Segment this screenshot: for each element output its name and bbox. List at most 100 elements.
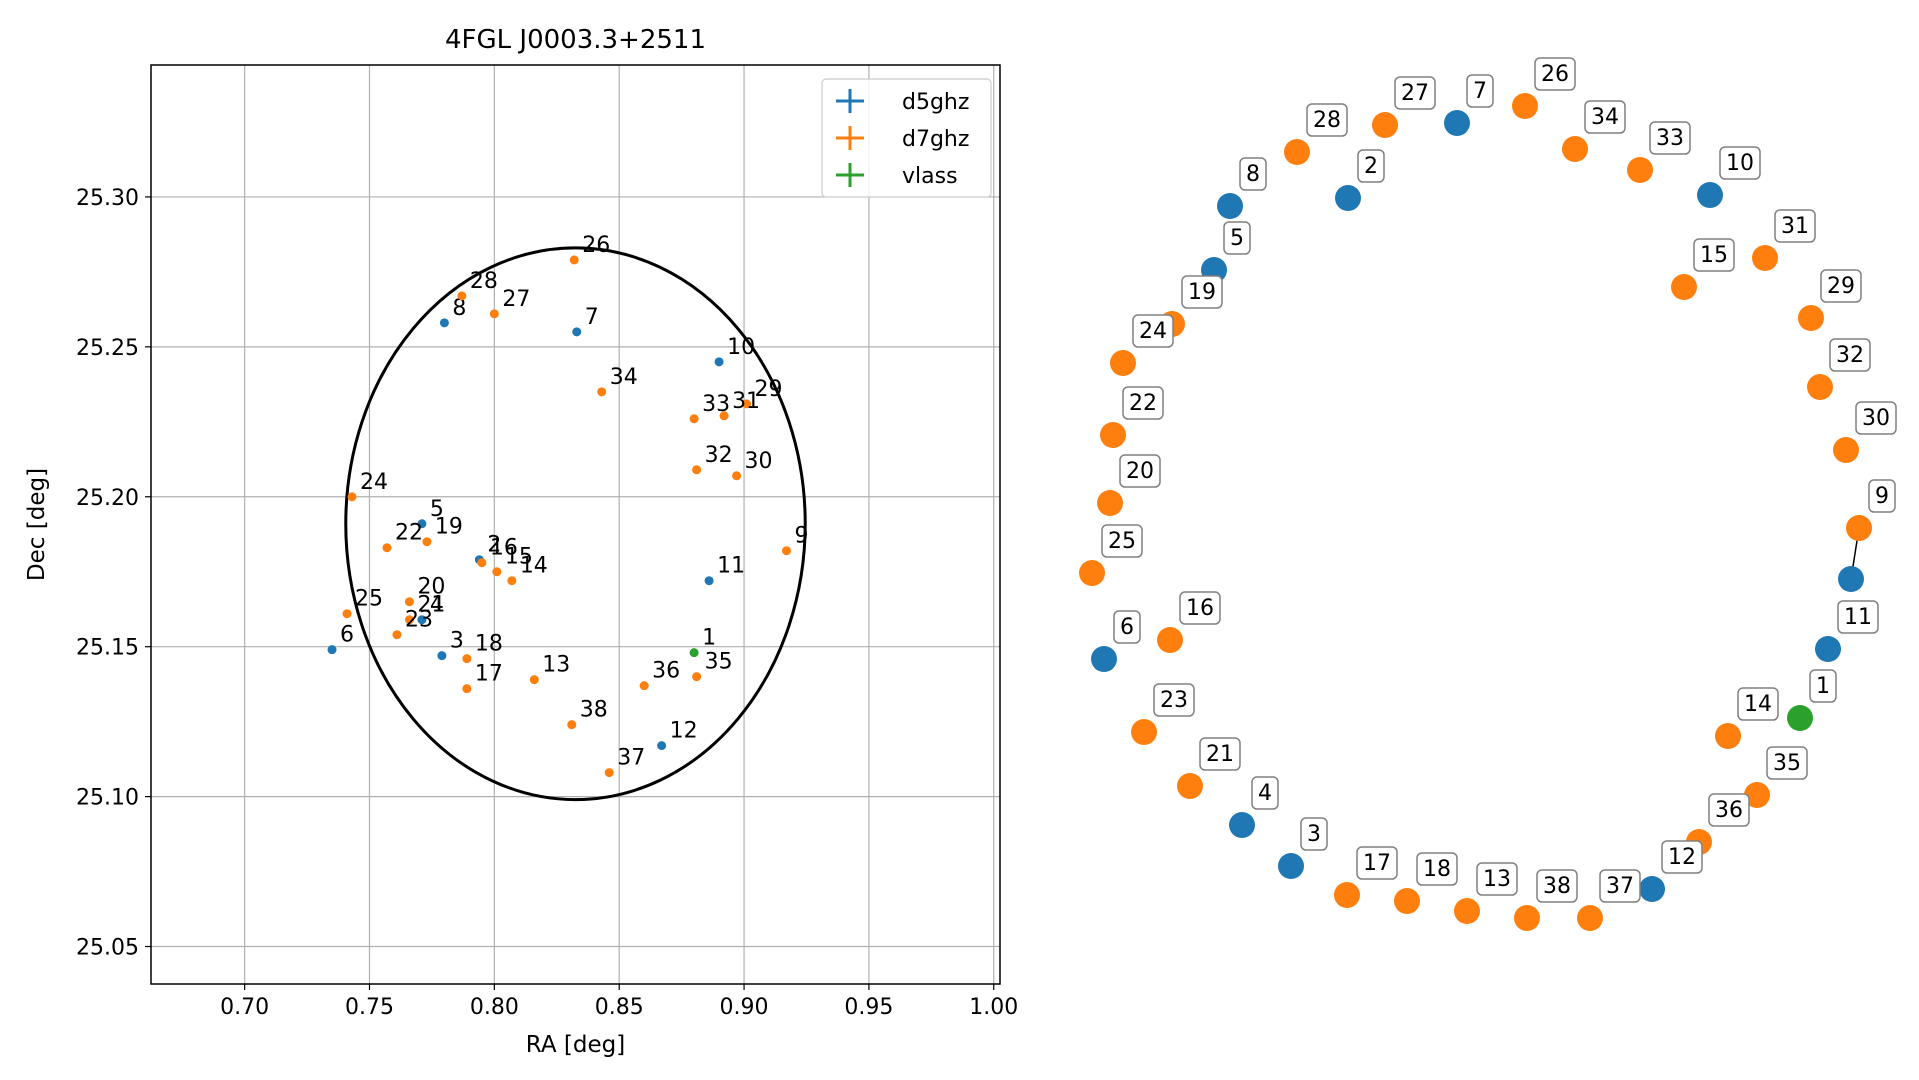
label-text: 18 bbox=[1423, 857, 1451, 882]
graph-node-d7ghz bbox=[1394, 888, 1420, 914]
graph-node-label: 4 bbox=[1251, 776, 1279, 810]
graph-node-d7ghz bbox=[1671, 274, 1697, 300]
point-label: 26 bbox=[582, 233, 610, 258]
point-label: 5 bbox=[430, 497, 444, 522]
x-tick-label: 0.90 bbox=[720, 995, 769, 1020]
label-box bbox=[1251, 776, 1279, 810]
graph-node-d7ghz bbox=[1798, 305, 1824, 331]
graph-node-label: 29 bbox=[1820, 269, 1862, 303]
point-label: 11 bbox=[717, 554, 745, 579]
label-text: 14 bbox=[1744, 692, 1772, 717]
point-vlass bbox=[689, 648, 699, 658]
label-text: 16 bbox=[1186, 596, 1214, 621]
x-tick-label: 0.70 bbox=[220, 995, 269, 1020]
label-text: 12 bbox=[1668, 845, 1696, 870]
label-box bbox=[1774, 209, 1816, 243]
graph-node-d7ghz bbox=[1131, 719, 1157, 745]
graph-node-d7ghz bbox=[1100, 422, 1126, 448]
graph-node-label: 27 bbox=[1394, 76, 1436, 110]
graph-node-d7ghz bbox=[1372, 112, 1398, 138]
point-label: 33 bbox=[702, 392, 730, 417]
label-box bbox=[1661, 840, 1703, 874]
legend-label: d7ghz bbox=[902, 127, 969, 152]
label-text: 32 bbox=[1836, 343, 1864, 368]
label-text: 24 bbox=[1139, 319, 1167, 344]
point-label: 29 bbox=[755, 377, 783, 402]
localization-circle bbox=[344, 246, 807, 802]
graph-node-label: 17 bbox=[1356, 846, 1398, 880]
point-label: 17 bbox=[475, 662, 503, 687]
point-label: 7 bbox=[585, 305, 599, 330]
label-box bbox=[1223, 221, 1251, 255]
graph-node-label: 1 bbox=[1809, 669, 1837, 703]
graph-node-label: 12 bbox=[1661, 840, 1703, 874]
point-d7ghz bbox=[529, 675, 539, 685]
point-d7ghz bbox=[692, 672, 702, 682]
graph-node-label: 23 bbox=[1153, 683, 1195, 717]
graph-node-label: 16 bbox=[1179, 591, 1221, 625]
point-label: 22 bbox=[395, 521, 423, 546]
graph-node-d7ghz bbox=[1846, 515, 1872, 541]
graph-node-d7ghz bbox=[1177, 773, 1203, 799]
x-axis-label: RA [deg] bbox=[526, 1032, 625, 1058]
label-text: 4 bbox=[1258, 781, 1272, 806]
point-label: 9 bbox=[795, 524, 809, 549]
label-text: 19 bbox=[1188, 280, 1216, 305]
point-d7ghz bbox=[719, 411, 729, 421]
label-box bbox=[1855, 401, 1897, 435]
graph-node-label: 20 bbox=[1119, 454, 1161, 488]
label-box bbox=[1708, 793, 1750, 827]
point-d7ghz bbox=[382, 543, 392, 553]
graph-node-d7ghz bbox=[1752, 245, 1778, 271]
graph-node-label: 37 bbox=[1599, 869, 1641, 903]
x-tick-label: 0.85 bbox=[595, 995, 644, 1020]
graph-node-d5ghz bbox=[1815, 636, 1841, 662]
label-text: 33 bbox=[1656, 126, 1684, 151]
graph-node-label: 26 bbox=[1534, 57, 1576, 91]
graph-node-d7ghz bbox=[1454, 898, 1480, 924]
label-box bbox=[1868, 479, 1896, 513]
label-box bbox=[1416, 852, 1458, 886]
graph-node-label: 13 bbox=[1476, 862, 1518, 896]
graph-node-label: 9 bbox=[1868, 479, 1896, 513]
graph-node-label: 8 bbox=[1239, 157, 1267, 191]
graph-node-label: 7 bbox=[1466, 74, 1494, 108]
point-d7ghz bbox=[742, 399, 752, 409]
point-d7ghz bbox=[492, 567, 502, 577]
point-label: 35 bbox=[705, 650, 733, 675]
point-d7ghz bbox=[462, 654, 472, 664]
graph-node-label: 31 bbox=[1774, 209, 1816, 243]
label-text: 22 bbox=[1129, 391, 1157, 416]
label-text: 23 bbox=[1160, 688, 1188, 713]
label-box bbox=[1199, 737, 1241, 771]
label-text: 31 bbox=[1781, 214, 1809, 239]
y-axis-label: Dec [deg] bbox=[24, 468, 50, 581]
label-box bbox=[1122, 386, 1164, 420]
point-label: 1 bbox=[702, 626, 716, 651]
label-text: 26 bbox=[1541, 62, 1569, 87]
legend-label: d5ghz bbox=[902, 90, 969, 115]
graph-node-d7ghz bbox=[1097, 490, 1123, 516]
graph-node-label: 19 bbox=[1181, 275, 1223, 309]
x-tick-label: 1.00 bbox=[969, 995, 1018, 1020]
label-text: 5 bbox=[1230, 226, 1244, 251]
label-box bbox=[1357, 149, 1385, 183]
graph-node-label: 38 bbox=[1536, 869, 1578, 903]
y-tick-label: 25.20 bbox=[76, 486, 139, 511]
label-text: 38 bbox=[1543, 874, 1571, 899]
label-text: 15 bbox=[1700, 243, 1728, 268]
label-text: 35 bbox=[1773, 751, 1801, 776]
y-tick-label: 25.10 bbox=[76, 786, 139, 811]
label-text: 34 bbox=[1591, 105, 1619, 130]
label-box bbox=[1837, 600, 1879, 634]
point-label: 10 bbox=[727, 335, 755, 360]
graph-node-label: 11 bbox=[1837, 600, 1879, 634]
graph-node-label: 6 bbox=[1113, 610, 1141, 644]
graph-node-d7ghz bbox=[1514, 905, 1540, 931]
graph-node-d7ghz bbox=[1715, 723, 1741, 749]
label-text: 21 bbox=[1206, 742, 1234, 767]
series-d7ghz: 1314151617181920212223242526272829303132… bbox=[342, 233, 809, 778]
y-tick-label: 25.25 bbox=[76, 336, 139, 361]
point-label: 34 bbox=[610, 365, 638, 390]
